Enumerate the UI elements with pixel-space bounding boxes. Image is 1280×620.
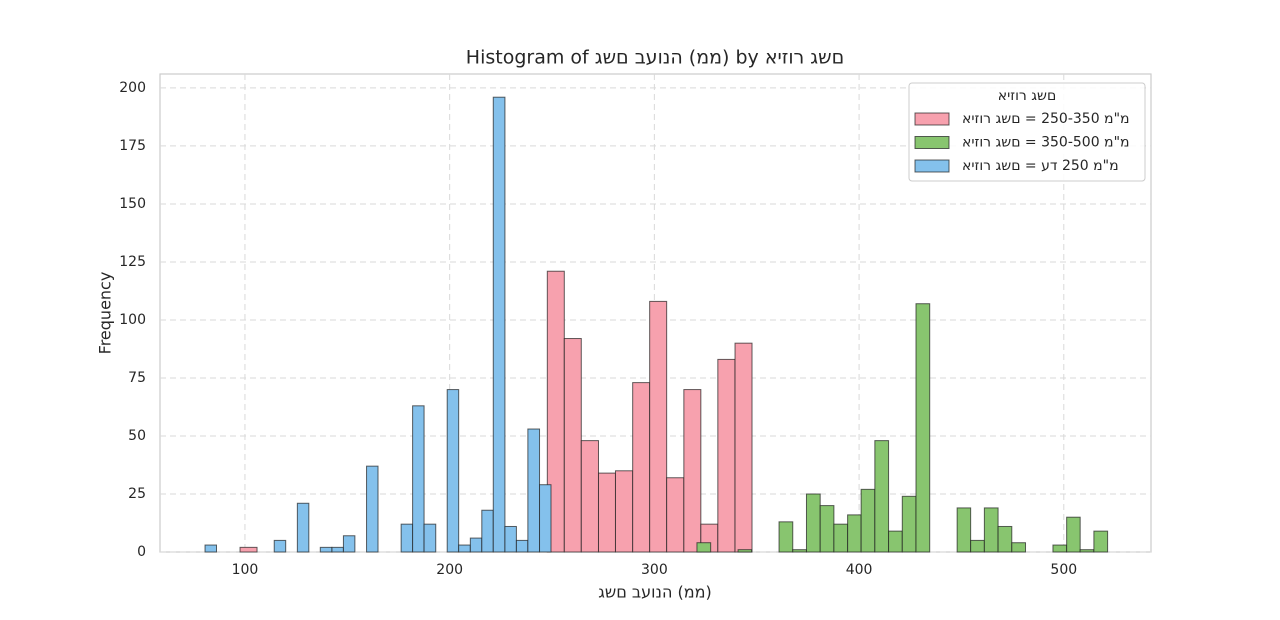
bar bbox=[970, 539, 985, 553]
x-tick-label: 100 bbox=[232, 562, 259, 578]
bar bbox=[805, 493, 821, 553]
bar bbox=[983, 507, 999, 553]
legend-swatch bbox=[914, 112, 950, 126]
y-tick-label: 150 bbox=[119, 196, 146, 212]
bar bbox=[888, 530, 903, 553]
y-tick-label: 75 bbox=[128, 370, 146, 386]
y-tick-label: 0 bbox=[137, 544, 146, 560]
bar bbox=[504, 525, 517, 553]
bar bbox=[400, 523, 414, 553]
bar bbox=[792, 549, 807, 553]
bar bbox=[778, 521, 794, 553]
bar bbox=[997, 525, 1013, 553]
y-tick-label: 200 bbox=[119, 80, 146, 96]
bar bbox=[1052, 544, 1068, 553]
bar bbox=[956, 507, 972, 553]
bar bbox=[1011, 542, 1027, 553]
bar bbox=[1093, 530, 1109, 553]
y-tick-label: 25 bbox=[128, 486, 146, 502]
x-axis-label: גשם בעונה (ממ) bbox=[598, 583, 711, 602]
bar bbox=[469, 537, 483, 553]
bar bbox=[481, 509, 494, 553]
bar bbox=[492, 96, 506, 553]
bar bbox=[412, 405, 425, 553]
legend-swatch bbox=[914, 159, 950, 173]
bar bbox=[632, 382, 651, 553]
bar bbox=[874, 440, 890, 553]
bar bbox=[446, 389, 460, 553]
bar bbox=[696, 542, 712, 553]
legend-box bbox=[908, 82, 1146, 182]
bar bbox=[239, 546, 258, 553]
bar bbox=[204, 544, 217, 553]
x-tick-label: 500 bbox=[1050, 562, 1077, 578]
bar bbox=[734, 342, 753, 553]
bar bbox=[915, 303, 931, 553]
legend: איזור גשם איזור גשם = 250-350 מ"מ איזור גש… bbox=[908, 82, 1146, 182]
legend-title: איזור גשם bbox=[998, 88, 1056, 104]
bar bbox=[819, 505, 835, 553]
bar bbox=[666, 477, 685, 553]
legend-label: איזור גשם = 250-350 מ"מ bbox=[962, 111, 1130, 127]
bar bbox=[458, 544, 471, 553]
legend-label: איזור גשם = 350-500 מ"מ bbox=[962, 135, 1130, 151]
bar bbox=[833, 523, 849, 553]
y-axis-label: Frequency bbox=[96, 272, 115, 355]
y-tick-label: 50 bbox=[128, 428, 146, 444]
bar bbox=[366, 465, 379, 553]
bar bbox=[527, 428, 541, 553]
bar bbox=[860, 488, 876, 553]
bar bbox=[273, 539, 287, 553]
bar bbox=[563, 338, 582, 553]
x-tick-label: 400 bbox=[846, 562, 873, 578]
bar bbox=[1079, 549, 1095, 553]
y-tick-label: 100 bbox=[119, 312, 146, 328]
bar bbox=[614, 470, 634, 553]
x-tick-label: 200 bbox=[436, 562, 463, 578]
legend-label: איזור גשם = עד 250 מ"מ bbox=[962, 158, 1119, 174]
bars bbox=[204, 96, 1109, 553]
bar bbox=[597, 472, 616, 553]
bar bbox=[901, 495, 917, 553]
bar bbox=[737, 549, 753, 553]
bar bbox=[342, 535, 356, 553]
y-tick-label: 125 bbox=[119, 254, 146, 270]
bar bbox=[319, 546, 333, 553]
x-tick-label: 300 bbox=[641, 562, 668, 578]
legend-swatch bbox=[914, 136, 950, 149]
bar bbox=[515, 539, 529, 553]
bar bbox=[580, 440, 599, 553]
chart-title: Histogram of גשם בעונה (ממ) by איזור גשם bbox=[466, 47, 844, 69]
bar bbox=[649, 300, 668, 553]
y-tick-label: 175 bbox=[119, 138, 146, 154]
bar bbox=[1066, 516, 1081, 553]
bar bbox=[683, 389, 702, 553]
bar bbox=[296, 502, 310, 553]
bar bbox=[423, 523, 437, 553]
bar bbox=[717, 358, 736, 553]
bar bbox=[847, 514, 862, 553]
bar bbox=[331, 546, 344, 553]
bar bbox=[539, 484, 552, 553]
